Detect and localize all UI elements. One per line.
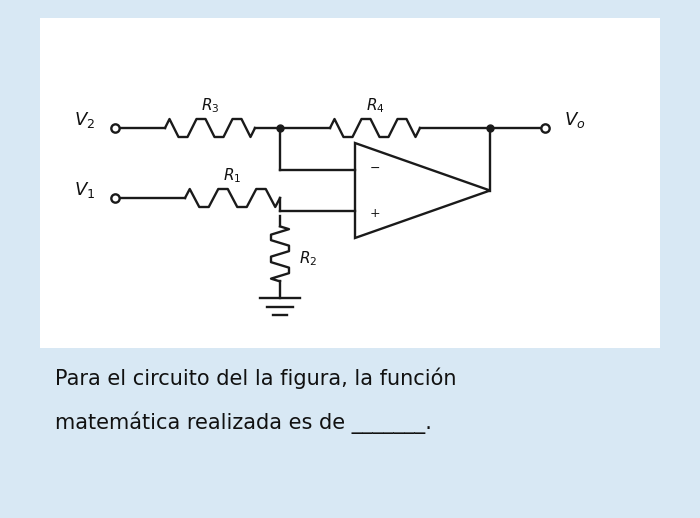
FancyBboxPatch shape xyxy=(40,18,660,348)
Text: $+$: $+$ xyxy=(370,207,381,220)
Text: $R_4$: $R_4$ xyxy=(365,97,384,116)
Text: $V_o$: $V_o$ xyxy=(564,110,586,130)
Text: $V_1$: $V_1$ xyxy=(74,180,96,200)
Text: $R_3$: $R_3$ xyxy=(201,97,219,116)
Text: $R_2$: $R_2$ xyxy=(299,250,317,268)
Text: $-$: $-$ xyxy=(370,161,381,174)
Text: $R_1$: $R_1$ xyxy=(223,167,241,185)
Text: matemática realizada es de _______.: matemática realizada es de _______. xyxy=(55,412,432,434)
Text: Para el circuito del la figura, la función: Para el circuito del la figura, la funci… xyxy=(55,367,456,388)
Text: $V_2$: $V_2$ xyxy=(74,110,95,130)
